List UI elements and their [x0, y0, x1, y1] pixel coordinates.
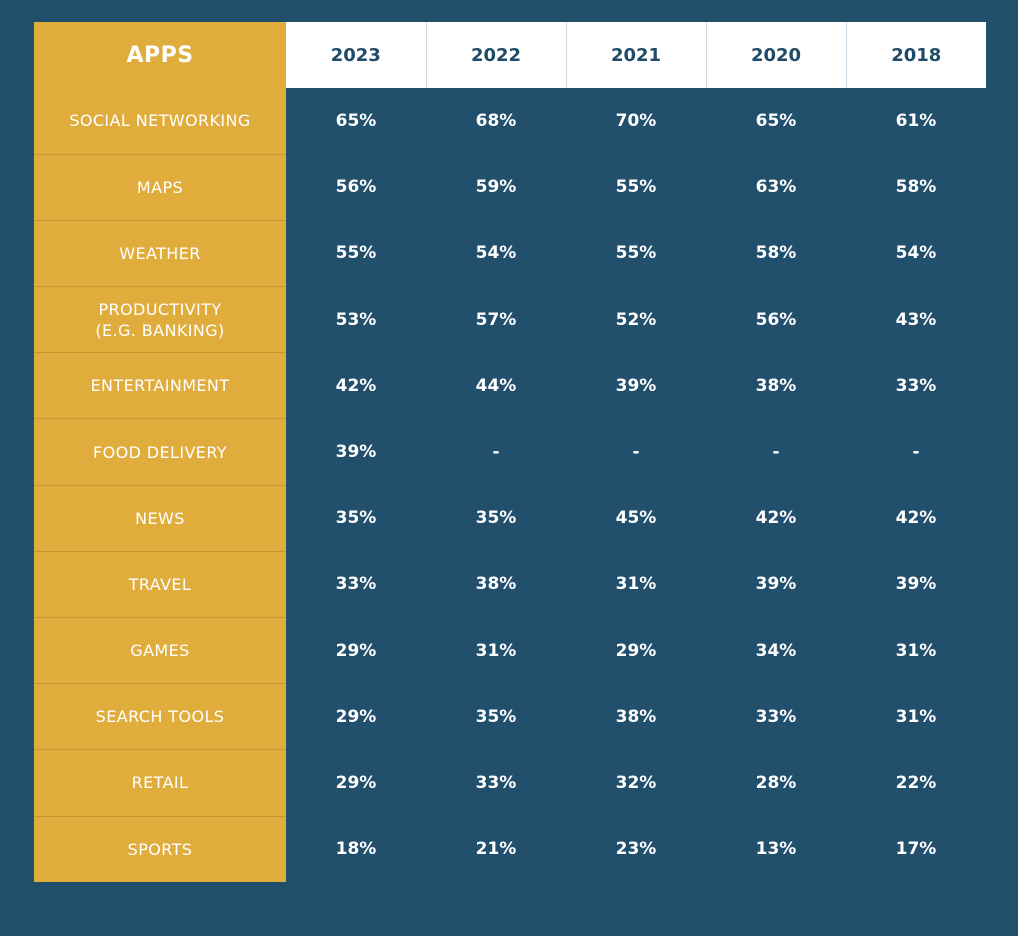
percentage-cell: 55%: [615, 177, 657, 198]
year-column-header: 2022: [425, 22, 566, 88]
percentage-cell: 42%: [895, 508, 937, 529]
percentage-cell: 39%: [335, 442, 377, 463]
apps-column-header: APPS: [34, 22, 286, 88]
percentage-cell: -: [632, 442, 640, 463]
app-category-cell: SPORTS: [34, 816, 286, 883]
percentage-cell: 65%: [755, 111, 797, 132]
percentage-cell: 44%: [475, 375, 517, 396]
percentage-cell: 33%: [755, 706, 797, 727]
percentage-cell: 55%: [615, 243, 657, 264]
year-column-header: 2021: [565, 22, 706, 88]
percentage-cell: 53%: [335, 309, 377, 330]
table-row: RETAIL 29% 33% 32% 28% 22%: [34, 749, 986, 817]
percentage-cell: 38%: [615, 706, 657, 727]
app-category-cell: WEATHER: [34, 220, 286, 288]
app-category-cell: SEARCH TOOLS: [34, 683, 286, 751]
percentage-cell: 43%: [895, 309, 937, 330]
percentage-cell: 31%: [895, 706, 937, 727]
percentage-cell: 34%: [755, 640, 797, 661]
percentage-cell: 58%: [755, 243, 797, 264]
percentage-cell: 35%: [475, 508, 517, 529]
percentage-cell: 55%: [335, 243, 377, 264]
table-row: PRODUCTIVITY (E.G. BANKING) 53% 57% 52% 56% 43…: [34, 286, 986, 354]
percentage-cell: 33%: [475, 772, 517, 793]
percentage-cell: 28%: [755, 772, 797, 793]
table-row: TRAVEL 33% 38% 31% 39% 39%: [34, 551, 986, 619]
percentage-cell: 57%: [475, 309, 517, 330]
app-category-cell: FOOD DELIVERY: [34, 418, 286, 486]
percentage-cell: 31%: [895, 640, 937, 661]
percentage-cell: 39%: [615, 375, 657, 396]
percentage-cell: 18%: [335, 839, 377, 860]
percentage-cell: 39%: [895, 574, 937, 595]
table-row: MAPS 56% 59% 55% 63% 58%: [34, 154, 986, 221]
percentage-cell: 56%: [335, 177, 377, 198]
percentage-cell: 35%: [475, 706, 517, 727]
app-usage-table: APPS 2023 2022 2021 2020 2018 SOCIAL NET…: [34, 22, 986, 883]
percentage-cell: 13%: [755, 839, 797, 860]
percentage-cell: 42%: [755, 508, 797, 529]
app-category-cell: PRODUCTIVITY (E.G. BANKING): [34, 286, 286, 354]
percentage-cell: 31%: [475, 640, 517, 661]
percentage-cell: 56%: [755, 309, 797, 330]
table-row: SEARCH TOOLS 29% 35% 38% 33% 31%: [34, 683, 986, 751]
percentage-cell: 23%: [615, 839, 657, 860]
app-category-cell: GAMES: [34, 617, 286, 685]
percentage-cell: -: [772, 442, 780, 463]
percentage-cell: 29%: [335, 640, 377, 661]
percentage-cell: 33%: [335, 574, 377, 595]
percentage-cell: 45%: [615, 508, 657, 529]
percentage-cell: 17%: [895, 839, 937, 860]
percentage-cell: 21%: [475, 839, 517, 860]
percentage-cell: 42%: [335, 375, 377, 396]
table-row: NEWS 35% 35% 45% 42% 42%: [34, 485, 986, 552]
year-column-header: 2020: [705, 22, 846, 88]
percentage-cell: 29%: [335, 706, 377, 727]
percentage-cell: 38%: [475, 574, 517, 595]
table-row: FOOD DELIVERY 39% - - - -: [34, 418, 986, 486]
percentage-cell: 22%: [895, 772, 937, 793]
table-row: WEATHER 55% 54% 55% 58% 54%: [34, 220, 986, 288]
percentage-cell: 54%: [895, 243, 937, 264]
table-row: SOCIAL NETWORKING 65% 68% 70% 65% 61%: [34, 88, 986, 155]
year-column-header: 2023: [286, 22, 426, 88]
percentage-cell: 29%: [615, 640, 657, 661]
percentage-cell: 63%: [755, 177, 797, 198]
app-category-cell: TRAVEL: [34, 551, 286, 619]
percentage-cell: -: [912, 442, 920, 463]
app-category-cell: NEWS: [34, 485, 286, 552]
app-category-cell: MAPS: [34, 154, 286, 221]
table-row: GAMES 29% 31% 29% 34% 31%: [34, 617, 986, 685]
percentage-cell: 68%: [475, 111, 517, 132]
percentage-cell: 52%: [615, 309, 657, 330]
app-category-cell: SOCIAL NETWORKING: [34, 88, 286, 155]
percentage-cell: 70%: [615, 111, 657, 132]
percentage-cell: 31%: [615, 574, 657, 595]
percentage-cell: 58%: [895, 177, 937, 198]
app-category-cell: ENTERTAINMENT: [34, 352, 286, 420]
percentage-cell: 54%: [475, 243, 517, 264]
percentage-cell: 65%: [335, 111, 377, 132]
percentage-cell: 29%: [335, 772, 377, 793]
percentage-cell: -: [492, 442, 500, 463]
percentage-cell: 61%: [895, 111, 937, 132]
percentage-cell: 32%: [615, 772, 657, 793]
table-row: SPORTS 18% 21% 23% 13% 17%: [34, 816, 986, 883]
table-body: SOCIAL NETWORKING 65% 68% 70% 65% 61% MAPS 56% 5…: [34, 88, 986, 883]
year-column-header: 2018: [845, 22, 986, 88]
app-category-cell: RETAIL: [34, 749, 286, 817]
app-usage-table-container: APPS 2023 2022 2021 2020 2018 SOCIAL NET…: [34, 22, 986, 883]
header-row: APPS 2023 2022 2021 2020 2018: [34, 22, 986, 88]
percentage-cell: 39%: [755, 574, 797, 595]
percentage-cell: 38%: [755, 375, 797, 396]
percentage-cell: 33%: [895, 375, 937, 396]
table-row: ENTERTAINMENT 42% 44% 39% 38% 33%: [34, 352, 986, 420]
percentage-cell: 35%: [335, 508, 377, 529]
percentage-cell: 59%: [475, 177, 517, 198]
